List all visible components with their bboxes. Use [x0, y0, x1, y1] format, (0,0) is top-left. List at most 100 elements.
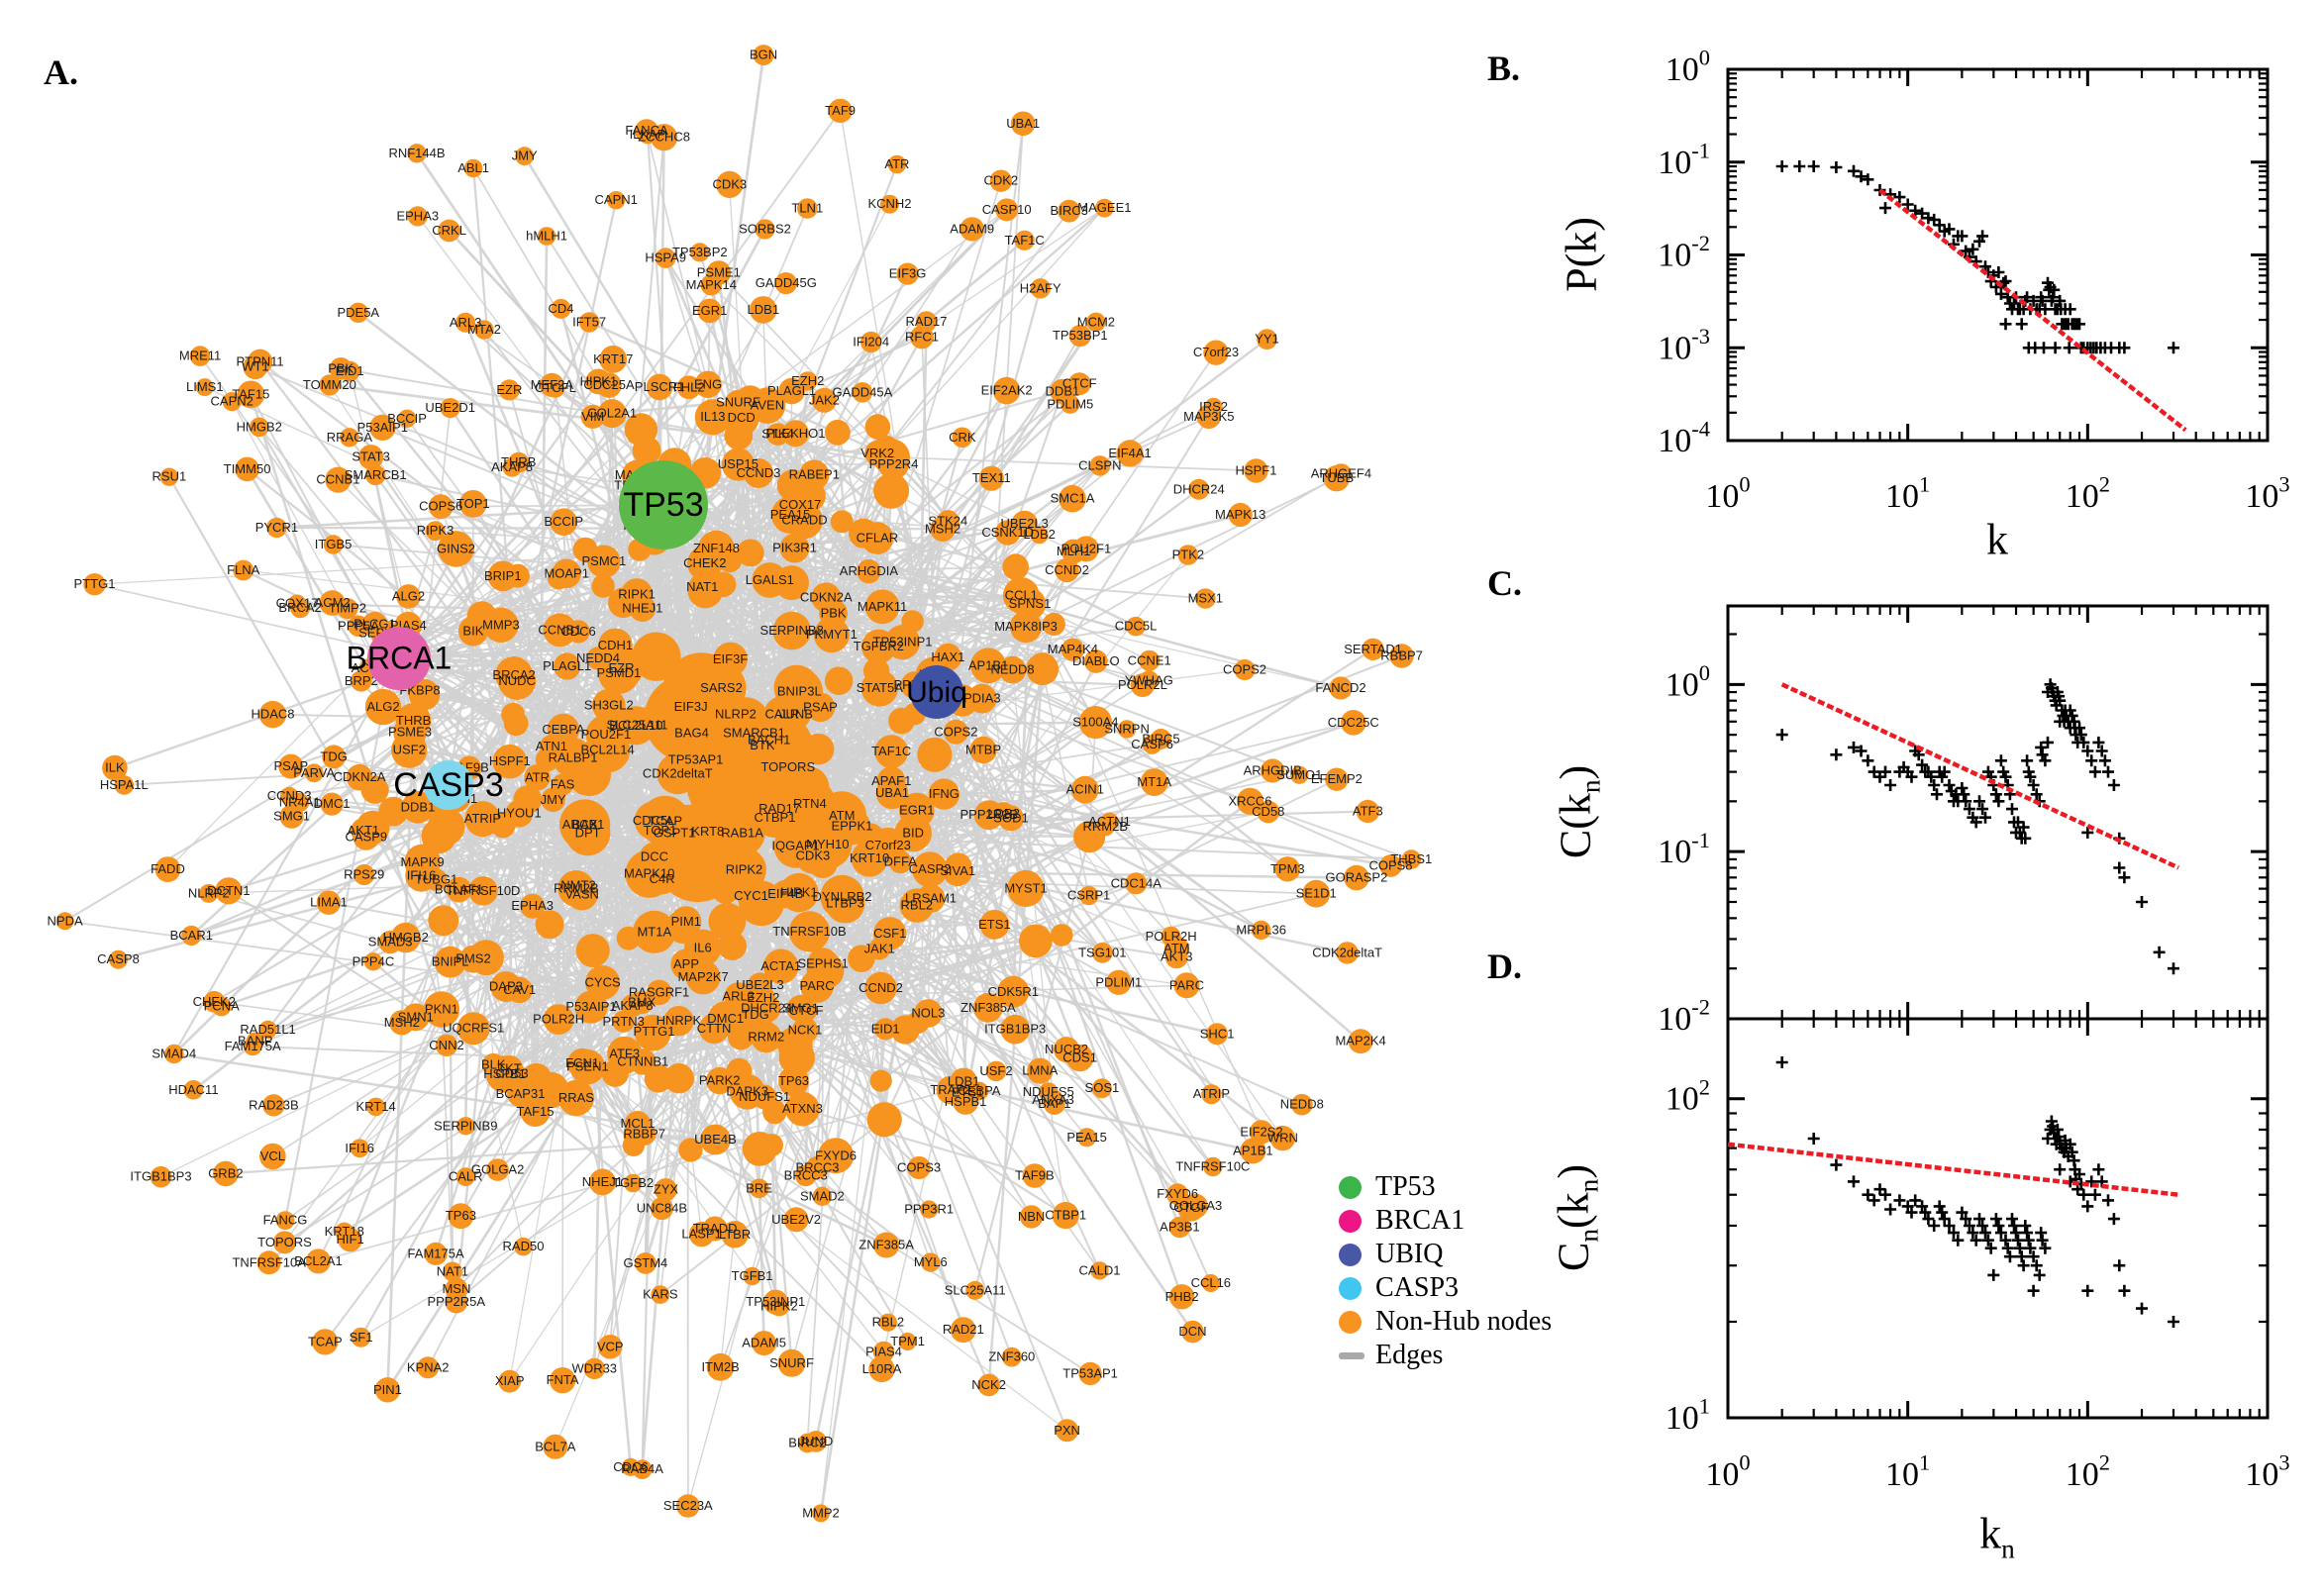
svg-text:MAPK8IP3: MAPK8IP3 — [994, 619, 1058, 634]
svg-text:PARC: PARC — [1169, 977, 1204, 992]
svg-text:HIF1: HIF1 — [337, 1232, 364, 1247]
svg-text:PTTG1: PTTG1 — [74, 576, 116, 591]
svg-text:TP63: TP63 — [778, 1073, 809, 1088]
svg-text:MAPK14: MAPK14 — [686, 277, 737, 292]
svg-text:MYL6: MYL6 — [914, 1254, 948, 1269]
svg-text:WDR33: WDR33 — [572, 1360, 618, 1375]
svg-text:PEA15: PEA15 — [1066, 1130, 1106, 1145]
svg-text:103: 103 — [2245, 1450, 2289, 1493]
svg-text:HAX1: HAX1 — [931, 649, 964, 664]
svg-text:CDC25C: CDC25C — [1328, 715, 1379, 730]
svg-text:ZNF385A: ZNF385A — [960, 1000, 1016, 1015]
chart-D: 100 101 102 103 102 101 — [1666, 1017, 2290, 1493]
svg-text:PPP4C: PPP4C — [353, 953, 395, 968]
svg-text:UBE4B: UBE4B — [694, 1132, 737, 1147]
svg-text:RBL2: RBL2 — [872, 1315, 905, 1330]
svg-text:ADAM5: ADAM5 — [742, 1336, 786, 1350]
svg-text:BAG4: BAG4 — [674, 725, 709, 740]
svg-text:102: 102 — [2066, 472, 2110, 515]
svg-text:JUND: JUND — [799, 1434, 834, 1448]
svg-text:MSN: MSN — [442, 1281, 470, 1296]
svg-text:BRCA2: BRCA2 — [278, 600, 321, 615]
svg-text:BID: BID — [902, 826, 924, 841]
svg-text:NHEJ1: NHEJ1 — [582, 1174, 623, 1189]
svg-text:10-2: 10-2 — [1658, 995, 1710, 1038]
svg-text:ZNF385A: ZNF385A — [858, 1238, 914, 1252]
x-axis-title-k: k — [1986, 515, 2008, 564]
svg-text:CYCS: CYCS — [585, 974, 621, 989]
svg-text:PSAP: PSAP — [273, 758, 308, 773]
svg-text:USF2: USF2 — [393, 743, 426, 757]
svg-text:RIPK2: RIPK2 — [726, 861, 763, 876]
svg-text:CAV1: CAV1 — [503, 982, 536, 997]
svg-text:ATRIP: ATRIP — [464, 811, 501, 826]
svg-text:H2AFY: H2AFY — [1020, 280, 1061, 295]
svg-text:SERPINB8: SERPINB8 — [760, 623, 824, 638]
svg-text:NHEJ1: NHEJ1 — [622, 601, 662, 616]
svg-text:BNIP3L: BNIP3L — [777, 684, 822, 699]
y-axis-title-cnkn: Cn(kn) — [1549, 1164, 1604, 1271]
svg-text:JAK1: JAK1 — [864, 941, 895, 955]
svg-text:HYOU1: HYOU1 — [497, 806, 542, 821]
svg-text:RFC1: RFC1 — [905, 330, 939, 345]
svg-text:PPP3R1: PPP3R1 — [904, 1202, 954, 1217]
svg-text:MLH1: MLH1 — [1057, 544, 1091, 558]
svg-text:KPNA2: KPNA2 — [407, 1359, 450, 1374]
svg-text:RAD21: RAD21 — [943, 1322, 984, 1337]
svg-text:SORBS2: SORBS2 — [739, 222, 791, 237]
svg-text:RAD17: RAD17 — [906, 314, 948, 329]
svg-text:ETS1: ETS1 — [978, 917, 1011, 932]
svg-text:XIAP: XIAP — [495, 1373, 525, 1388]
svg-text:NAT1: NAT1 — [437, 1263, 468, 1278]
svg-text:MTBP: MTBP — [965, 743, 1001, 757]
svg-text:SEC23A: SEC23A — [663, 1498, 713, 1513]
svg-text:STAT3: STAT3 — [352, 449, 390, 464]
svg-text:MMP3: MMP3 — [482, 617, 520, 632]
svg-text:CASP2: CASP2 — [909, 861, 952, 876]
svg-text:TDG: TDG — [320, 748, 347, 763]
svg-text:NLRP2: NLRP2 — [188, 885, 230, 900]
svg-text:CTTN: CTTN — [697, 1021, 732, 1036]
svg-text:PPP2R5A: PPP2R5A — [428, 1294, 486, 1309]
svg-text:SMG1: SMG1 — [273, 809, 310, 824]
legend-label: Non-Hub nodes — [1375, 1306, 1553, 1337]
svg-text:HSPF1: HSPF1 — [1236, 463, 1277, 478]
svg-text:BRE: BRE — [746, 1180, 772, 1195]
svg-text:FAM175A: FAM175A — [408, 1246, 464, 1260]
legend-label: TP53 — [1375, 1171, 1436, 1202]
svg-text:SMAD4: SMAD4 — [152, 1047, 196, 1061]
svg-text:ITGB1BP3: ITGB1BP3 — [130, 1169, 191, 1184]
svg-text:RBBP7: RBBP7 — [1380, 648, 1423, 663]
hub-label-ubiq: Ubiq — [906, 676, 967, 709]
svg-text:USP15: USP15 — [718, 456, 758, 471]
svg-text:GSPT1: GSPT1 — [654, 825, 696, 840]
svg-text:APP: APP — [673, 956, 699, 971]
svg-text:CRKL: CRKL — [432, 223, 466, 238]
svg-text:COPS2: COPS2 — [934, 724, 977, 739]
svg-text:UQCRFS1: UQCRFS1 — [443, 1021, 504, 1036]
svg-text:CTCFL: CTCFL — [535, 380, 576, 395]
svg-text:COPS2: COPS2 — [1223, 662, 1266, 677]
svg-text:HNRPK: HNRPK — [656, 1013, 702, 1028]
svg-text:LDB1: LDB1 — [748, 302, 780, 317]
svg-text:DCC: DCC — [641, 849, 668, 864]
svg-text:PIK3R1: PIK3R1 — [772, 541, 817, 555]
legend-label: BRCA1 — [1375, 1205, 1465, 1236]
svg-text:GSTM4: GSTM4 — [624, 1255, 668, 1270]
svg-text:VIM: VIM — [581, 409, 604, 424]
hub-label-casp3: CASP3 — [393, 766, 504, 804]
svg-text:GRB2: GRB2 — [208, 1165, 243, 1180]
brca1-dot-icon — [1339, 1209, 1362, 1233]
svg-text:EZR: EZR — [496, 382, 522, 397]
svg-text:BAP1: BAP1 — [1038, 1096, 1070, 1111]
svg-text:LIMS1: LIMS1 — [186, 379, 224, 394]
svg-text:XRCC6: XRCC6 — [1228, 793, 1271, 808]
svg-text:ARHGDIA: ARHGDIA — [840, 563, 899, 578]
svg-text:STK24: STK24 — [929, 514, 968, 529]
svg-text:IFNG: IFNG — [929, 786, 960, 801]
svg-text:GADD45G: GADD45G — [756, 275, 817, 290]
svg-text:CCND2: CCND2 — [858, 980, 903, 995]
svg-text:ITM2B: ITM2B — [701, 1359, 739, 1374]
svg-text:NBN: NBN — [1018, 1209, 1045, 1224]
svg-text:FANCD2: FANCD2 — [1315, 680, 1365, 695]
